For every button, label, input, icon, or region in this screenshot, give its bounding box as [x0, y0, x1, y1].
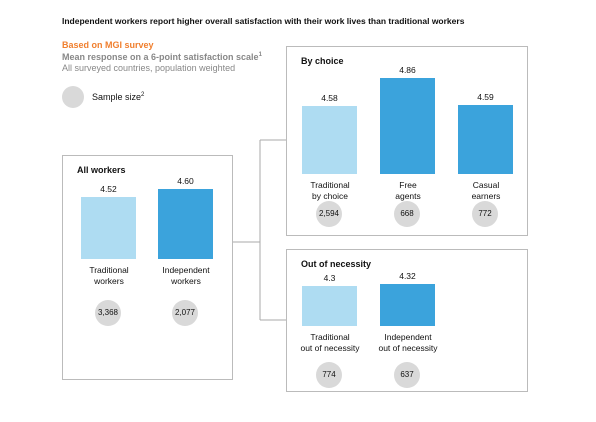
- bar: [458, 105, 513, 174]
- scope: All surveyed countries, population weigh…: [62, 63, 236, 73]
- legend-text: Sample size: [92, 92, 142, 102]
- sample-size: 668: [394, 201, 420, 227]
- connector: [233, 139, 286, 321]
- value-label: 4.60: [177, 176, 194, 186]
- category-label: Free agents: [395, 180, 421, 201]
- footnote: 1: [258, 52, 262, 58]
- bar: [380, 78, 435, 174]
- source: Based on MGI survey: [62, 40, 154, 50]
- category-label: Casual earners: [471, 180, 501, 201]
- subtitle-text: Mean response on a 6-point satisfaction …: [62, 52, 259, 62]
- bar: [302, 286, 357, 326]
- value-label: 4.58: [321, 93, 338, 103]
- sample-size: 772: [472, 201, 498, 227]
- value-label: 4.32: [399, 271, 416, 281]
- sample-size: 774: [316, 362, 342, 388]
- panel: Out of necessity 4.3 Traditional out of ne…: [286, 249, 528, 392]
- panel-title: All workers: [77, 165, 126, 175]
- panel-title: Out of necessity: [301, 259, 372, 269]
- bar: [158, 189, 213, 259]
- subtitle: Mean response on a 6-point satisfaction …: [62, 52, 262, 62]
- legend-swatch: [62, 86, 84, 108]
- sample-size: 2,077: [172, 300, 198, 326]
- panel-title: By choice: [301, 56, 344, 66]
- value-label: 4.59: [477, 92, 494, 102]
- category-label: Independent out of necessity: [378, 332, 438, 353]
- bar: [380, 284, 435, 326]
- value-label: 4.3: [323, 273, 336, 283]
- bar: [302, 106, 357, 174]
- category-label: Independent workers: [162, 265, 210, 286]
- category-label: Traditional out of necessity: [300, 332, 360, 353]
- footnote: 2: [141, 92, 145, 98]
- sample-size: 3,368: [95, 300, 121, 326]
- panel: All workers 4.52 Traditional workers 3,368 4…: [62, 155, 233, 380]
- value-label: 4.52: [100, 184, 117, 194]
- title: Independent workers report higher overal…: [62, 16, 465, 26]
- sample-size: 637: [394, 362, 420, 388]
- legend: Sample size2: [92, 92, 144, 102]
- sample-size: 2,594: [316, 201, 342, 227]
- value-label: 4.86: [399, 65, 416, 75]
- panel: By choice 4.58 Traditional by choice 2,594 4…: [286, 46, 528, 236]
- bar: [81, 197, 136, 259]
- category-label: Traditional workers: [89, 265, 129, 286]
- category-label: Traditional by choice: [310, 180, 350, 201]
